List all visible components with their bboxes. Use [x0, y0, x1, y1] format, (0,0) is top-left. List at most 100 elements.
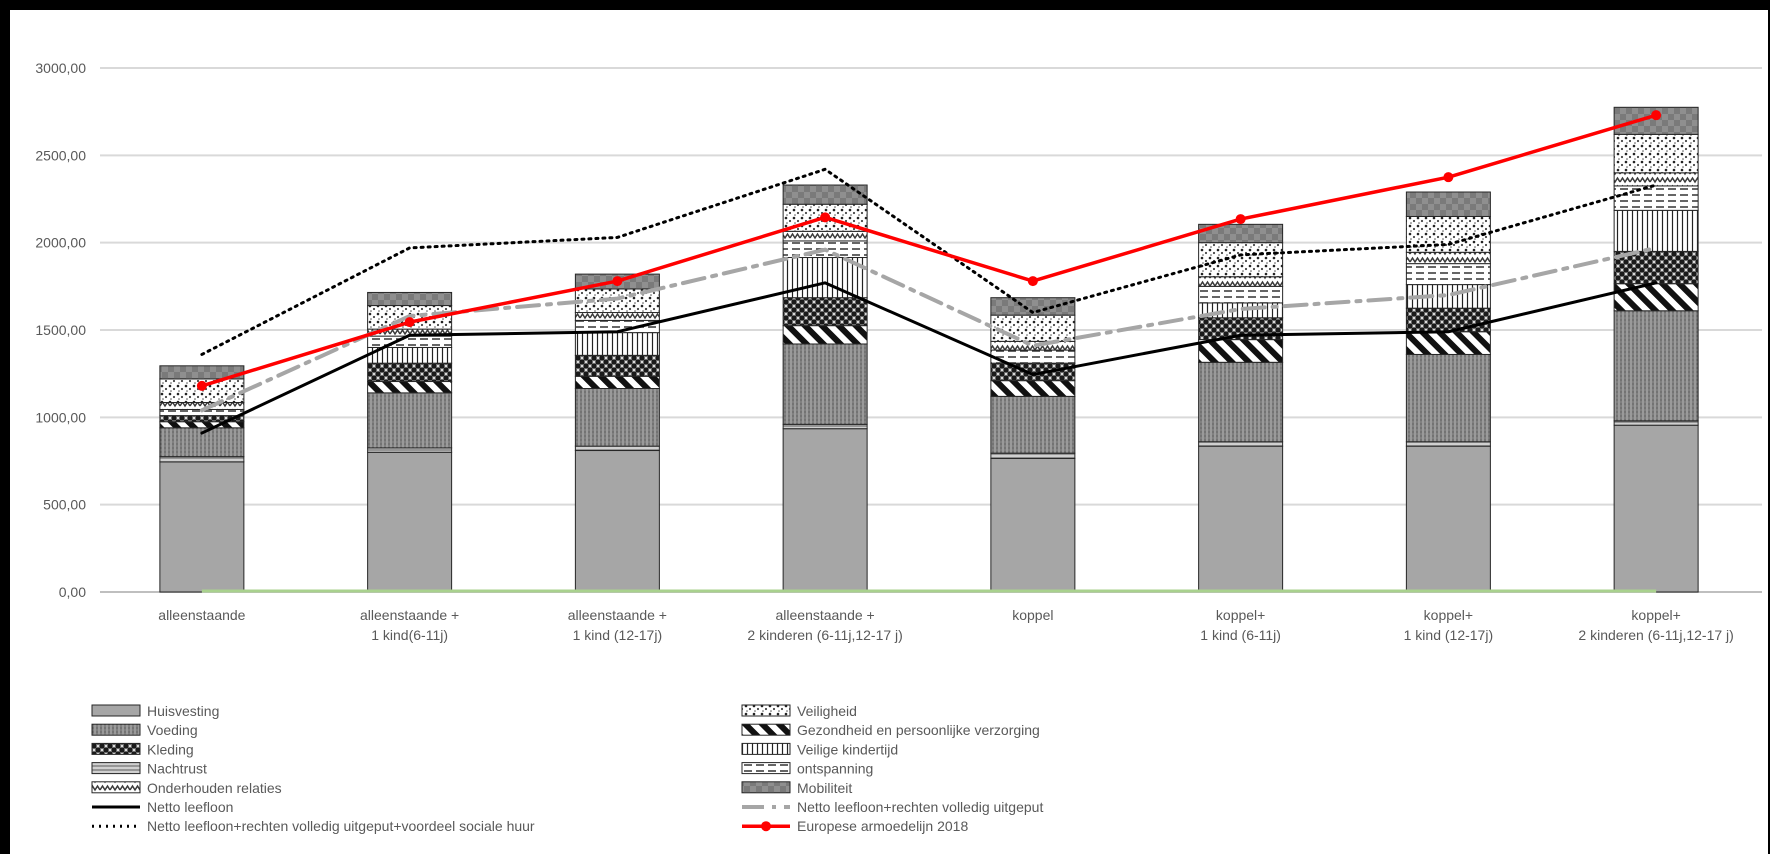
marker-europese-armoedelijn-2018-5: [1027, 276, 1038, 287]
legend-label: Voeding: [147, 722, 198, 738]
legend-item-kleding: Kleding: [91, 741, 194, 757]
line-netto-leefloon-rechten-volledig-uitgeput-voordeel-sociale-huur: [200, 167, 1658, 356]
y-tick-label: 2500,00: [35, 147, 86, 163]
legend-swatch: [741, 762, 791, 775]
bar-segment-nachtrust: [367, 447, 453, 453]
bar-segment-mobiliteit: [367, 291, 453, 307]
legend-label: Huisvesting: [147, 703, 219, 719]
legend-item-mobiliteit: Mobiliteit: [741, 780, 852, 796]
legend-label: Netto leefloon: [147, 799, 233, 815]
x-category-label: alleenstaande +: [360, 607, 459, 623]
bar-segment-onderhouden-relaties: [1405, 251, 1491, 265]
marker-europese-armoedelijn-2018-8: [1651, 110, 1662, 121]
legend-swatch: [741, 723, 791, 736]
bar-segment-onderhouden-relaties: [990, 340, 1076, 351]
x-category-label: 1 kind (12-17j): [1404, 627, 1494, 643]
legend-label: Europese armoedelijn 2018: [797, 818, 968, 834]
bar-segment-kleding: [1405, 307, 1491, 333]
legend-marker: [761, 821, 771, 832]
legend-label: ontspanning: [797, 761, 873, 777]
legend-item-veilige-kindertijd: Veilige kindertijd: [741, 741, 898, 757]
bar-segment-nachtrust: [1198, 441, 1284, 447]
bar-segment-gezondheid-en-persoonlijke-verzorging: [990, 380, 1076, 397]
bar-segment-veilige-kindertijd: [574, 332, 660, 356]
bar-segment-nachtrust: [782, 423, 868, 430]
bar-segment-onderhouden-relaties: [782, 230, 868, 242]
bar-segment-ontspanning: [1198, 285, 1284, 304]
bar-stack-5: [990, 297, 1076, 593]
bar-segment-onderhouden-relaties: [1198, 276, 1284, 287]
bar-segment-veiligheid: [990, 314, 1076, 342]
x-category-label: 2 kinderen (6-11j,12-17 j): [1578, 627, 1733, 643]
x-category-label: 1 kind (6-11j): [1200, 627, 1281, 643]
bar-stack-6: [1198, 223, 1284, 593]
marker-europese-armoedelijn-2018-4: [820, 212, 831, 223]
legend-item-nachtrust: Nachtrust: [91, 761, 207, 777]
bar-stack-3: [574, 273, 660, 593]
bar-segment-gezondheid-en-persoonlijke-verzorging: [782, 325, 868, 345]
legend-label: Veilige kindertijd: [797, 741, 898, 757]
bar-segment-veiligheid: [1613, 133, 1699, 174]
legend-item-onderhouden-relaties: Onderhouden relaties: [91, 780, 282, 796]
y-axis-tick-labels: 0,00 500,00 1000,00 1500,00 2000,00 2500,00 30…: [35, 60, 86, 600]
x-category-label: 1 kind (12-17j): [573, 627, 663, 643]
marker-europese-armoedelijn-2018-6: [1235, 214, 1246, 225]
bar-segment-huisvesting: [574, 450, 660, 593]
x-category-label: koppel+: [1631, 607, 1680, 623]
bar-segment-huisvesting: [990, 457, 1076, 593]
bar-segment-veiligheid: [1405, 215, 1491, 253]
bar-segment-voeding: [574, 388, 660, 447]
bar-segment-kleding: [782, 297, 868, 327]
legend-swatch: [741, 742, 791, 755]
y-tick-label: 1000,00: [35, 409, 86, 425]
bar-stack-1: [159, 365, 245, 593]
x-category-label: 1 kind(6-11j): [371, 627, 448, 643]
bar-segment-nachtrust: [574, 445, 660, 452]
legend-item-netto-leefloon: Netto leefloon: [92, 799, 233, 815]
x-category-label: alleenstaande: [158, 607, 245, 623]
legend-swatch: [741, 781, 791, 794]
y-tick-label: 3000,00: [35, 60, 86, 76]
y-tick-label: 2000,00: [35, 235, 86, 251]
bar-segment-kleding: [367, 362, 453, 383]
y-tick-label: 0,00: [59, 584, 86, 600]
bar-stacks: [159, 106, 1699, 593]
bar-segment-huisvesting: [1198, 445, 1284, 593]
bar-segment-huisvesting: [159, 461, 245, 593]
bar-segment-mobiliteit: [1405, 191, 1491, 217]
x-category-label: koppel+: [1424, 607, 1473, 623]
bar-segment-kleding: [1613, 250, 1699, 285]
bar-segment-veilige-kindertijd: [1613, 209, 1699, 252]
bar-segment-onderhouden-relaties: [574, 312, 660, 321]
x-axis-category-labels: alleenstaande alleenstaande + 1 kind(6-11j…: [158, 607, 1734, 643]
bar-segment-onderhouden-relaties: [1613, 172, 1699, 187]
x-category-label: koppel+: [1216, 607, 1265, 623]
bar-segment-mobiliteit: [990, 297, 1076, 316]
bar-stack-8: [1613, 106, 1699, 593]
y-tick-label: 500,00: [43, 497, 86, 513]
bar-segment-voeding: [1405, 353, 1491, 443]
bar-segment-huisvesting: [1613, 424, 1699, 593]
bar-stack-4: [782, 184, 868, 593]
bar-stack-2: [367, 291, 453, 593]
bar-segment-gezondheid-en-persoonlijke-verzorging: [159, 421, 245, 429]
legend-swatch: [91, 742, 141, 755]
bar-segment-voeding: [1613, 310, 1699, 422]
bar-segment-kleding: [574, 354, 660, 377]
bar-segment-nachtrust: [159, 456, 245, 463]
legend-label: Nachtrust: [147, 761, 207, 777]
line-europese-armoedelijn-2018: [200, 113, 1658, 388]
bar-segment-huisvesting: [1405, 445, 1491, 593]
legend-item-huisvesting: Huisvesting: [91, 703, 219, 719]
line-series: [196, 110, 1662, 435]
legend-swatch: [91, 723, 141, 736]
legend-item-europese-armoedelijn-2018: Europese armoedelijn 2018: [742, 818, 968, 834]
marker-europese-armoedelijn-2018-1: [196, 380, 207, 391]
marker-europese-armoedelijn-2018-2: [404, 317, 415, 328]
bar-segment-mobiliteit: [1198, 223, 1284, 244]
bar-segment-huisvesting: [367, 451, 453, 593]
bar-segment-voeding: [367, 392, 453, 449]
bar-segment-gezondheid-en-persoonlijke-verzorging: [1198, 339, 1284, 363]
line-netto-leefloon-rechten-volledig-uitgeput: [199, 245, 1659, 413]
bar-segment-voeding: [782, 343, 868, 425]
